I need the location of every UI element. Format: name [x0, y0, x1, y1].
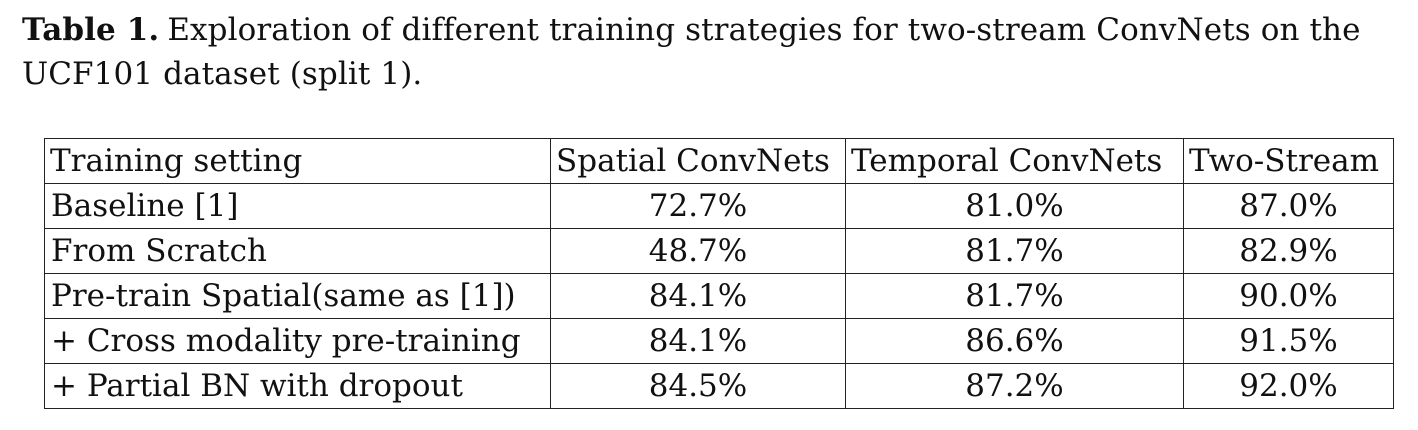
- caption-text: Exploration of different training strate…: [22, 12, 1361, 92]
- table-row: + Cross modality pre-training 84.1% 86.6…: [44, 318, 1394, 364]
- cell-temporal: 81.7%: [845, 273, 1184, 319]
- header-row: Training setting Spatial ConvNets Tempor…: [44, 138, 1394, 184]
- cell-setting: Pre-train Spatial(same as [1]): [44, 273, 551, 319]
- table-row: + Partial BN with dropout 84.5% 87.2% 92…: [44, 363, 1394, 409]
- cell-setting: From Scratch: [44, 228, 551, 274]
- cell-two-stream: 87.0%: [1183, 183, 1394, 229]
- cell-temporal: 81.0%: [845, 183, 1184, 229]
- header-training-setting: Training setting: [44, 138, 551, 184]
- cell-spatial: 84.5%: [550, 363, 846, 409]
- cell-temporal: 87.2%: [845, 363, 1184, 409]
- cell-spatial: 72.7%: [550, 183, 846, 229]
- cell-two-stream: 90.0%: [1183, 273, 1394, 319]
- header-temporal-convnets: Temporal ConvNets: [845, 138, 1184, 184]
- cell-two-stream: 82.9%: [1183, 228, 1394, 274]
- cell-setting: + Partial BN with dropout: [44, 363, 551, 409]
- cell-setting: + Cross modality pre-training: [44, 318, 551, 364]
- table-row: Pre-train Spatial(same as [1]) 84.1% 81.…: [44, 273, 1394, 319]
- header-two-stream: Two-Stream: [1183, 138, 1394, 184]
- cell-setting: Baseline [1]: [44, 183, 551, 229]
- cell-two-stream: 92.0%: [1183, 363, 1394, 409]
- cell-spatial: 84.1%: [550, 318, 846, 364]
- cell-two-stream: 91.5%: [1183, 318, 1394, 364]
- cell-spatial: 84.1%: [550, 273, 846, 319]
- table-row: Baseline [1] 72.7% 81.0% 87.0%: [44, 183, 1394, 229]
- table-row: From Scratch 48.7% 81.7% 82.9%: [44, 228, 1394, 274]
- results-table: Training setting Spatial ConvNets Tempor…: [44, 138, 1394, 409]
- table-label: Table 1.: [22, 12, 160, 48]
- table-caption: Table 1. Exploration of different trainin…: [22, 8, 1407, 96]
- cell-spatial: 48.7%: [550, 228, 846, 274]
- cell-temporal: 86.6%: [845, 318, 1184, 364]
- header-spatial-convnets: Spatial ConvNets: [550, 138, 846, 184]
- cell-temporal: 81.7%: [845, 228, 1184, 274]
